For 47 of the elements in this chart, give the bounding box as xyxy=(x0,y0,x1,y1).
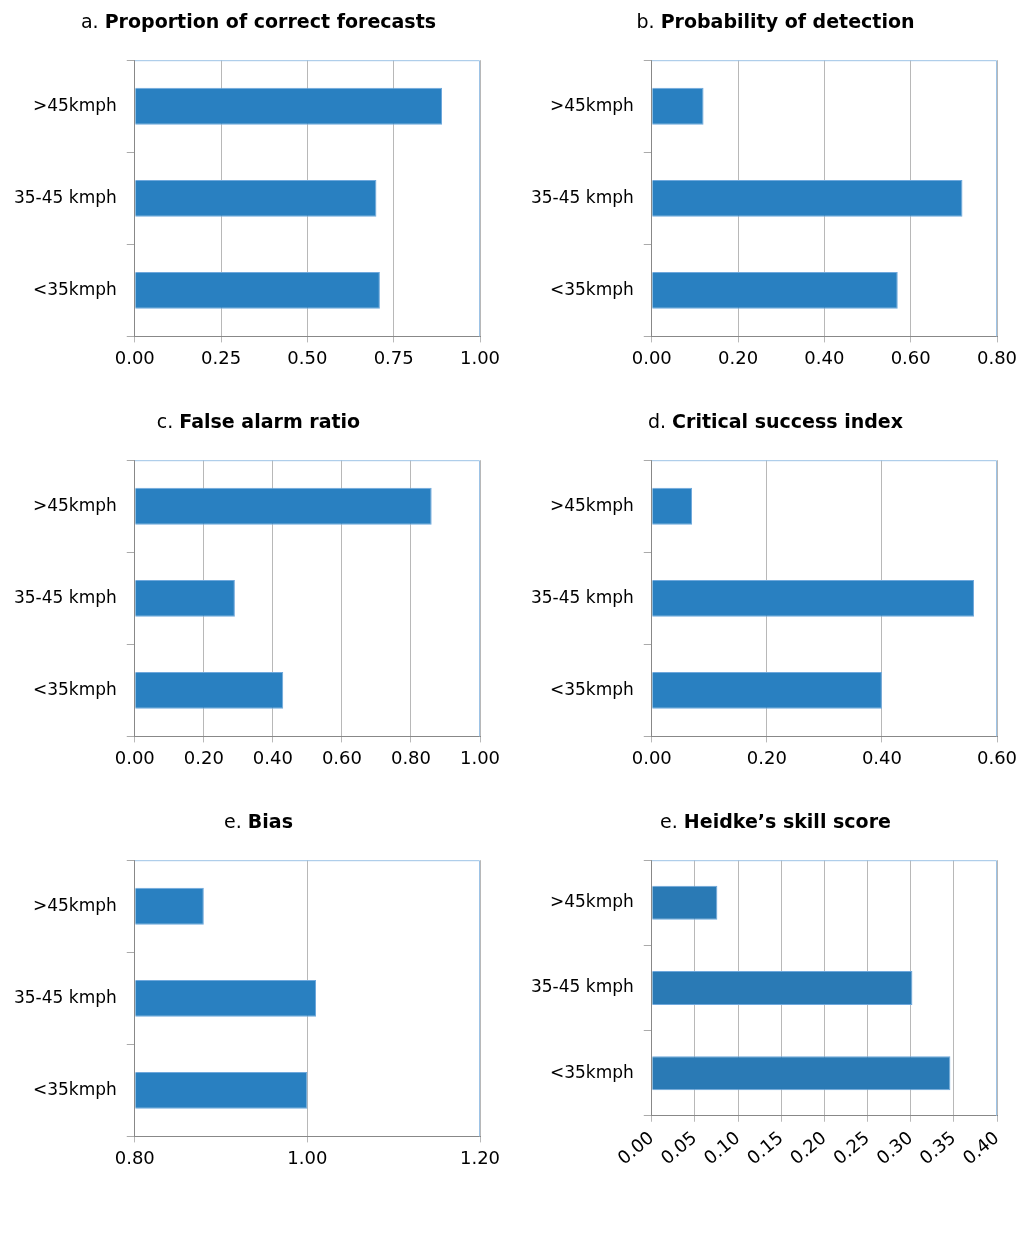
y-tick-label: >45kmph xyxy=(549,94,634,115)
x-tick-label: 0.00 xyxy=(114,346,155,368)
x-tick-label: 0.60 xyxy=(321,746,362,768)
x-tick-label: 0.75 xyxy=(373,346,414,368)
x-tick-label: 0.20 xyxy=(718,346,759,368)
y-tick-label: 35-45 kmph xyxy=(13,186,117,207)
y-tick-label: 35-45 kmph xyxy=(13,586,117,607)
y-tick-label: 35-45 kmph xyxy=(530,186,634,207)
y-tick-label: 35-45 kmph xyxy=(530,586,634,607)
y-tick-label: <35kmph xyxy=(32,1078,117,1099)
x-tick-label: 0.20 xyxy=(746,746,787,768)
y-tick-label: >45kmph xyxy=(32,494,117,515)
chart-title: e. Bias xyxy=(223,810,294,832)
x-tick-label: 0.20 xyxy=(183,746,224,768)
x-tick-label: 0.80 xyxy=(390,746,431,768)
x-tick-label: 0.00 xyxy=(114,746,155,768)
y-tick-label: <35kmph xyxy=(549,1061,634,1082)
y-tick-label: 35-45 kmph xyxy=(13,986,117,1007)
y-tick-label: <35kmph xyxy=(32,678,117,699)
y-tick-label: >45kmph xyxy=(549,494,634,515)
chart-title: e. Heidke’s skill score xyxy=(659,810,892,832)
x-tick-label: 0.50 xyxy=(287,346,328,368)
chart-title: d. Critical success index xyxy=(646,410,904,432)
y-tick-label: <35kmph xyxy=(549,678,634,699)
y-tick-label: <35kmph xyxy=(32,278,117,299)
chart-title: c. False alarm ratio xyxy=(155,410,362,432)
y-tick-label: >45kmph xyxy=(549,891,634,912)
x-tick-label: 0.25 xyxy=(201,346,242,368)
y-tick-label: <35kmph xyxy=(549,278,634,299)
chart-title: b. Probability of detection xyxy=(635,10,916,32)
y-tick-label: >45kmph xyxy=(32,894,117,915)
y-tick-label: >45kmph xyxy=(32,94,117,115)
x-tick-label: 0.80 xyxy=(976,346,1018,368)
x-tick-label: 0.00 xyxy=(631,346,672,368)
x-tick-label: 0.40 xyxy=(252,746,293,768)
chart-title: a. Proportion of correct forecasts xyxy=(79,10,438,32)
x-tick-label: 0.40 xyxy=(804,346,845,368)
x-tick-label: 0.80 xyxy=(114,1146,155,1168)
x-tick-label: 0.00 xyxy=(631,746,672,768)
x-tick-label: 0.40 xyxy=(861,746,902,768)
x-tick-label: 1.00 xyxy=(287,1146,328,1168)
x-tick-label: 1.00 xyxy=(459,346,501,368)
x-tick-label: 0.60 xyxy=(976,746,1018,768)
x-tick-label: 0.60 xyxy=(890,346,931,368)
y-tick-label: 35-45 kmph xyxy=(530,976,634,997)
x-tick-label: 1.20 xyxy=(459,1146,501,1168)
x-tick-label: 1.00 xyxy=(459,746,501,768)
